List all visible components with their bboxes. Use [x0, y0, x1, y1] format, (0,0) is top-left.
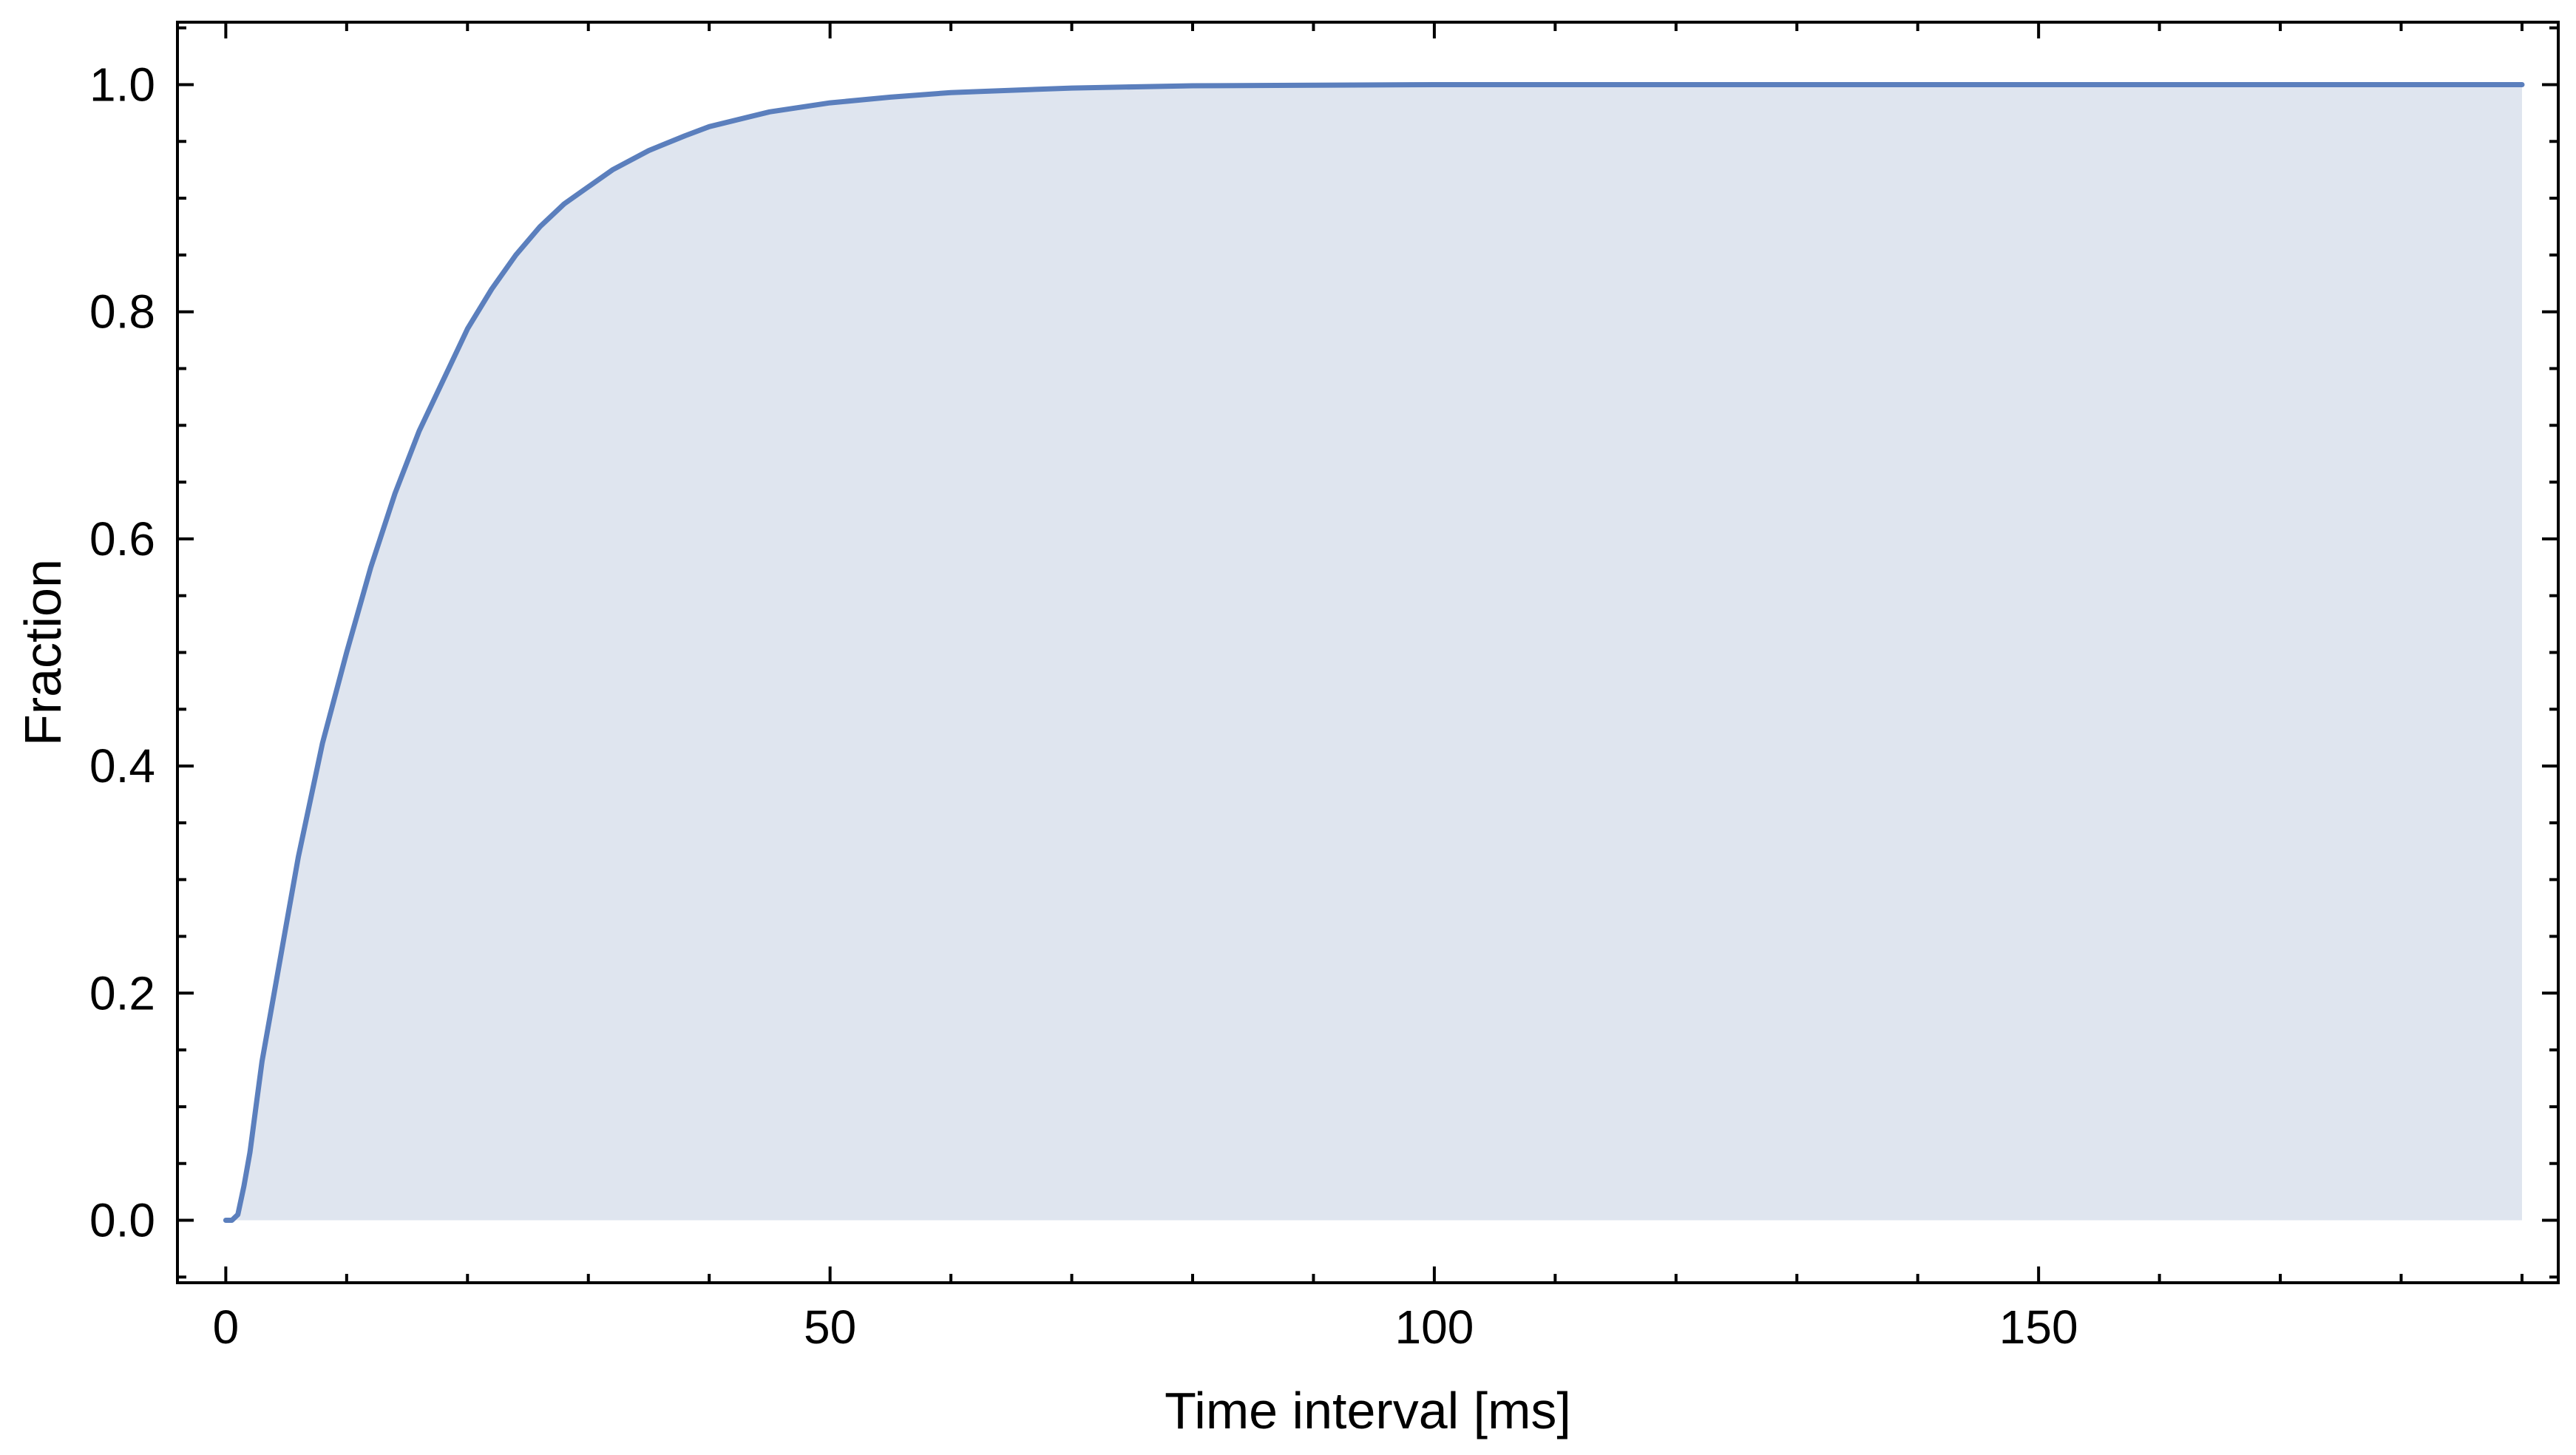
- x-tick-label: 0: [213, 1300, 240, 1354]
- y-ticks: [177, 26, 2558, 1279]
- x-tick-label: 150: [1999, 1300, 2078, 1354]
- y-tick-label: 0.4: [89, 739, 155, 793]
- y-tick-labels: 0.0 0.2 0.4 0.6 0.8 1.0: [89, 58, 155, 1247]
- y-tick-label: 0.6: [89, 512, 155, 566]
- y-tick-label: 0.8: [89, 285, 155, 339]
- series-line: [223, 82, 2525, 1223]
- x-tick-label: 50: [804, 1300, 856, 1354]
- y-tick-label: 0.0: [89, 1194, 155, 1247]
- x-ticks: [224, 22, 2524, 1283]
- plot-area: [223, 82, 2525, 1223]
- x-axis-title: Time interval [ms]: [1165, 1382, 1571, 1439]
- y-axis-title: Fraction: [14, 559, 72, 746]
- y-tick-label: 0.2: [89, 966, 155, 1020]
- x-tick-labels: 0 50 100 150: [213, 1300, 2078, 1354]
- y-tick-label: 1.0: [89, 58, 155, 111]
- x-tick-label: 100: [1395, 1300, 1474, 1354]
- area-fill: [226, 84, 2523, 1221]
